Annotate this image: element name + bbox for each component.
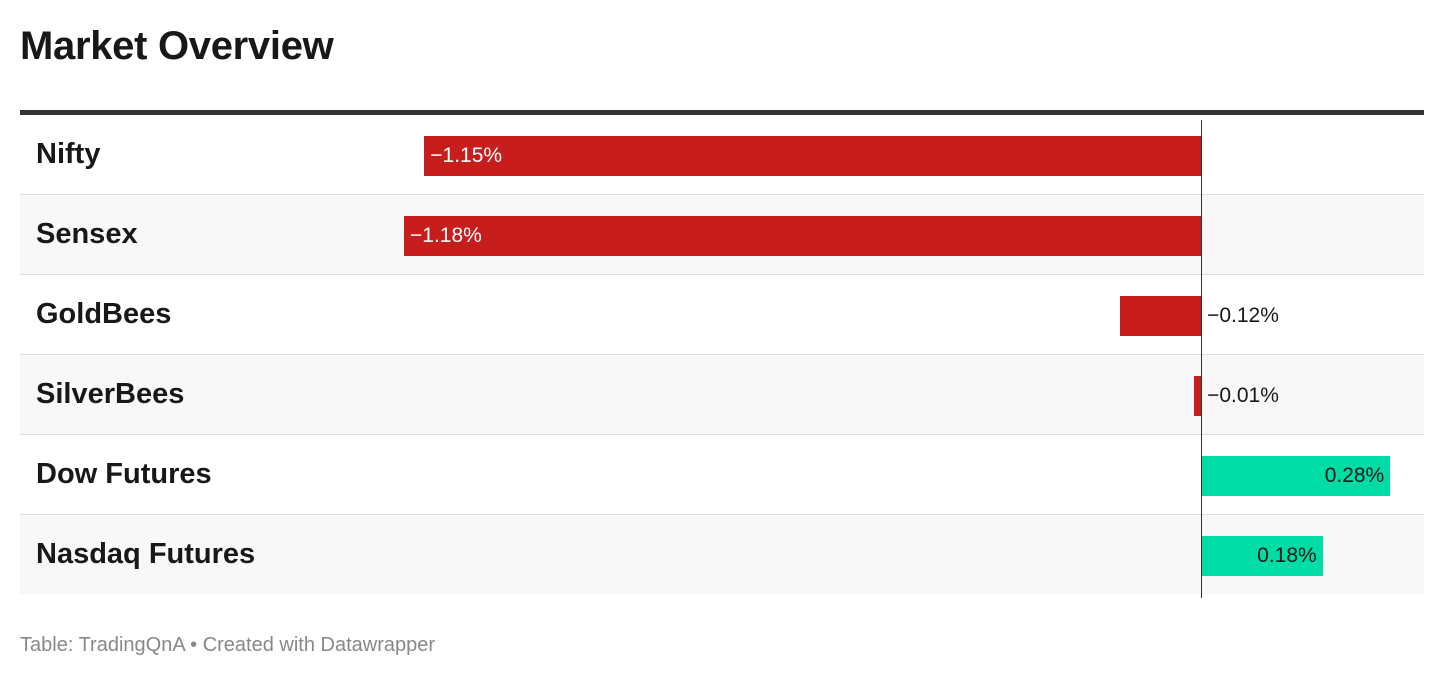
zero-baseline [1201,120,1203,598]
table-row: SilverBees −0.01% [20,355,1424,435]
footer-separator: • [190,634,198,656]
negative-bar [1120,296,1202,336]
bar-area: −1.15% [20,115,1424,194]
page-title: Market Overview [20,24,334,68]
bar-area: −1.18% [20,195,1424,274]
negative-bar [1194,376,1202,416]
negative-bar [404,216,1202,256]
bar-area: −0.12% [20,275,1424,354]
table-row: Dow Futures 0.28% [20,435,1424,515]
bar-table: Nifty −1.15% Sensex −1.18% GoldBees −0.12% Sil… [20,110,1424,598]
row-label: Nifty [36,138,101,170]
bar-area: 0.28% [20,435,1424,514]
footer-credit[interactable]: Created with Datawrapper [202,634,436,656]
negative-bar [424,136,1202,176]
bar-area: 0.18% [20,515,1424,594]
positive-bar [1201,536,1323,576]
table-row: Nifty −1.15% [20,115,1424,195]
footer-attribution: Table: TradingQnA • Created with Datawra… [20,634,435,657]
positive-bar [1201,456,1391,496]
footer-source: Table: TradingQnA [20,634,185,656]
value-label: −0.01% [1207,384,1279,407]
table-row: Nasdaq Futures 0.18% [20,515,1424,594]
value-label: −0.12% [1207,304,1279,327]
row-label: Sensex [36,218,138,250]
bar-area: −0.01% [20,355,1424,434]
row-label: Dow Futures [36,458,212,490]
value-label: −1.15% [430,144,503,167]
value-label: 0.28% [1324,464,1385,487]
table-row: Sensex −1.18% [20,195,1424,275]
row-label: GoldBees [36,298,172,330]
value-label: 0.18% [1257,544,1317,567]
row-label: SilverBees [36,378,185,410]
table-row: GoldBees −0.12% [20,275,1424,355]
value-label: −1.18% [410,224,482,247]
row-label: Nasdaq Futures [36,538,256,570]
